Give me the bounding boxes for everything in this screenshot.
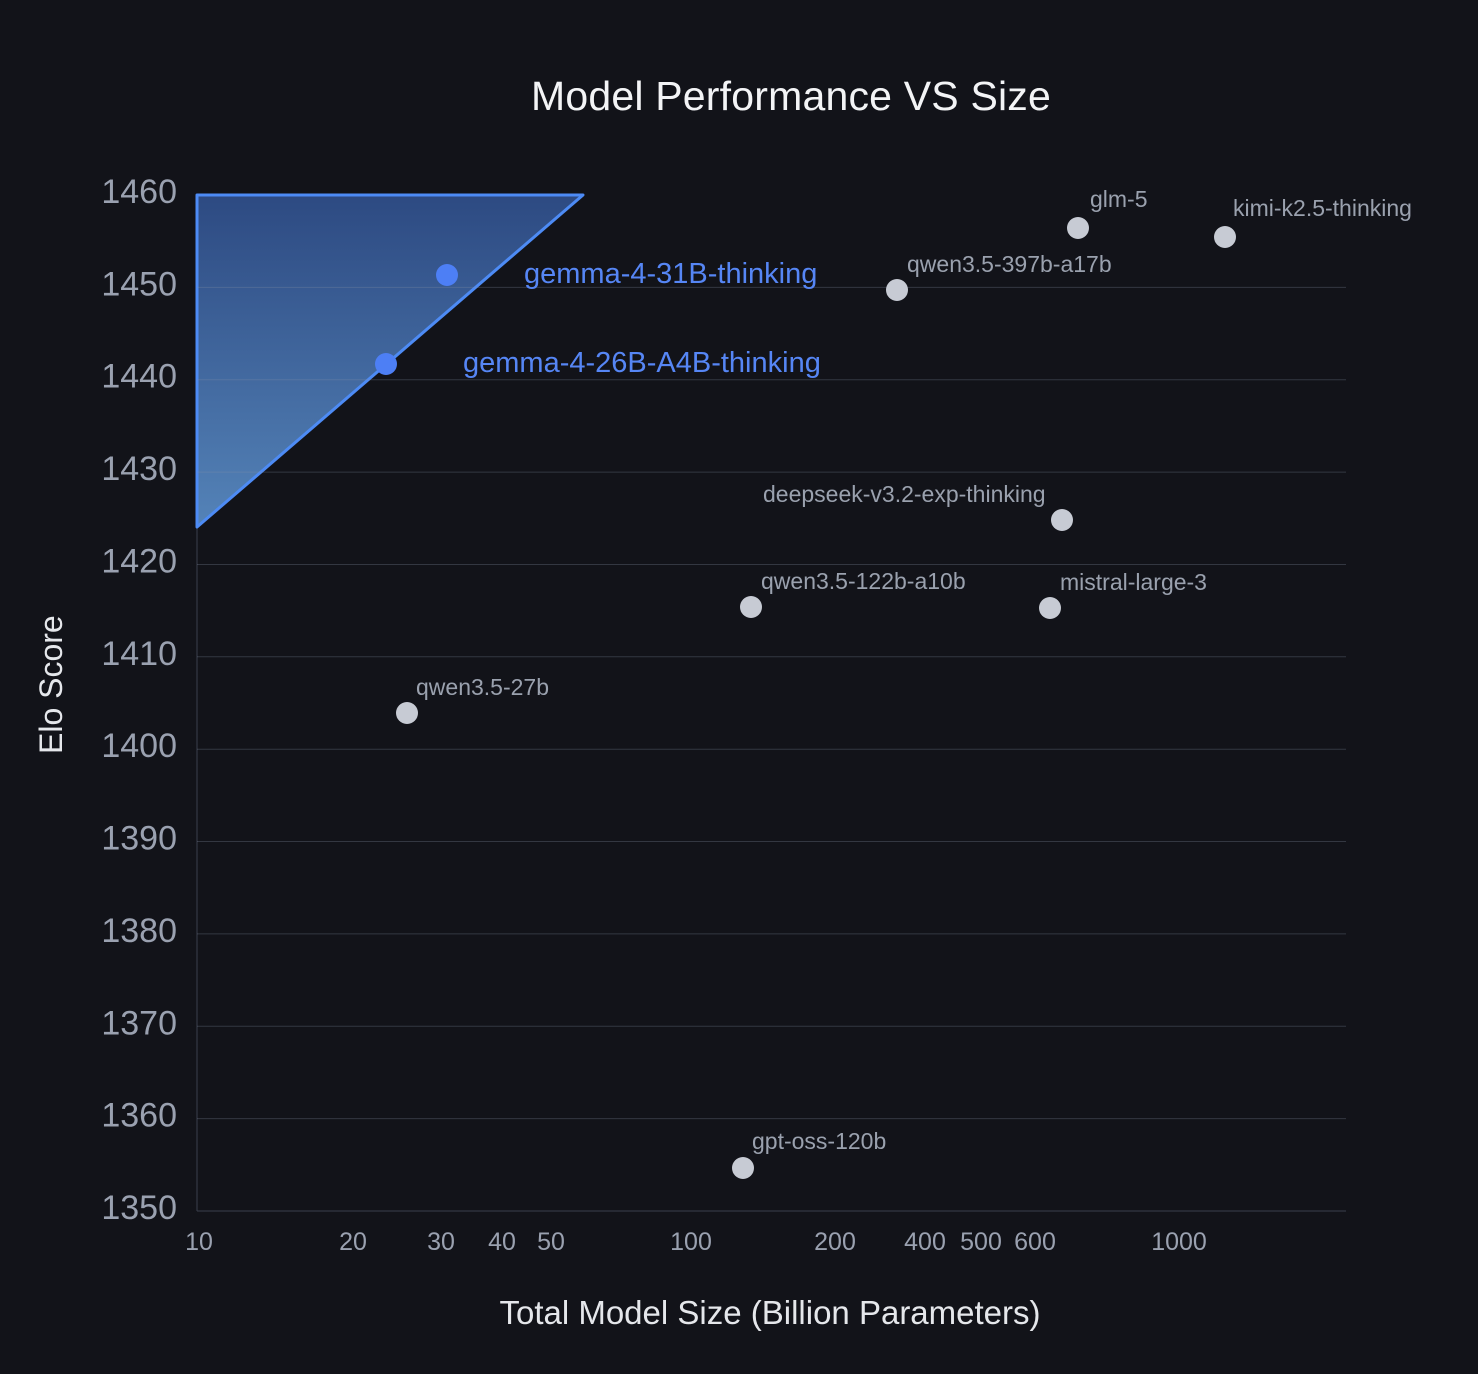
svg-text:1430: 1430 xyxy=(101,450,177,488)
svg-text:400: 400 xyxy=(904,1228,946,1256)
svg-text:qwen3.5-27b: qwen3.5-27b xyxy=(416,674,549,700)
svg-text:20: 20 xyxy=(339,1228,367,1256)
svg-text:gpt-oss-120b: gpt-oss-120b xyxy=(752,1128,886,1154)
svg-text:1350: 1350 xyxy=(101,1189,177,1227)
svg-text:1440: 1440 xyxy=(101,358,177,396)
svg-text:1370: 1370 xyxy=(101,1004,177,1042)
svg-text:gemma-4-31B-thinking: gemma-4-31B-thinking xyxy=(524,258,817,290)
svg-text:mistral-large-3: mistral-large-3 xyxy=(1060,569,1207,595)
svg-text:gemma-4-26B-A4B-thinking: gemma-4-26B-A4B-thinking xyxy=(463,347,821,379)
svg-text:50: 50 xyxy=(537,1228,565,1256)
svg-text:40: 40 xyxy=(488,1228,516,1256)
svg-text:kimi-k2.5-thinking: kimi-k2.5-thinking xyxy=(1233,195,1412,221)
svg-text:1450: 1450 xyxy=(101,265,177,303)
svg-text:100: 100 xyxy=(670,1228,712,1256)
svg-text:1390: 1390 xyxy=(101,820,177,858)
svg-text:1420: 1420 xyxy=(101,543,177,581)
svg-text:600: 600 xyxy=(1014,1228,1056,1256)
svg-text:1360: 1360 xyxy=(101,1097,177,1135)
svg-text:200: 200 xyxy=(814,1228,856,1256)
svg-text:1410: 1410 xyxy=(101,635,177,673)
svg-text:30: 30 xyxy=(427,1228,455,1256)
svg-text:qwen3.5-397b-a17b: qwen3.5-397b-a17b xyxy=(907,251,1112,277)
svg-text:1400: 1400 xyxy=(101,727,177,765)
svg-text:10: 10 xyxy=(185,1228,213,1256)
svg-text:glm-5: glm-5 xyxy=(1090,186,1148,212)
svg-text:1380: 1380 xyxy=(101,912,177,950)
svg-text:500: 500 xyxy=(960,1228,1002,1256)
svg-text:1460: 1460 xyxy=(101,173,177,211)
svg-text:1000: 1000 xyxy=(1151,1228,1207,1256)
svg-text:qwen3.5-122b-a10b: qwen3.5-122b-a10b xyxy=(761,568,966,594)
svg-text:deepseek-v3.2-exp-thinking: deepseek-v3.2-exp-thinking xyxy=(763,481,1046,507)
